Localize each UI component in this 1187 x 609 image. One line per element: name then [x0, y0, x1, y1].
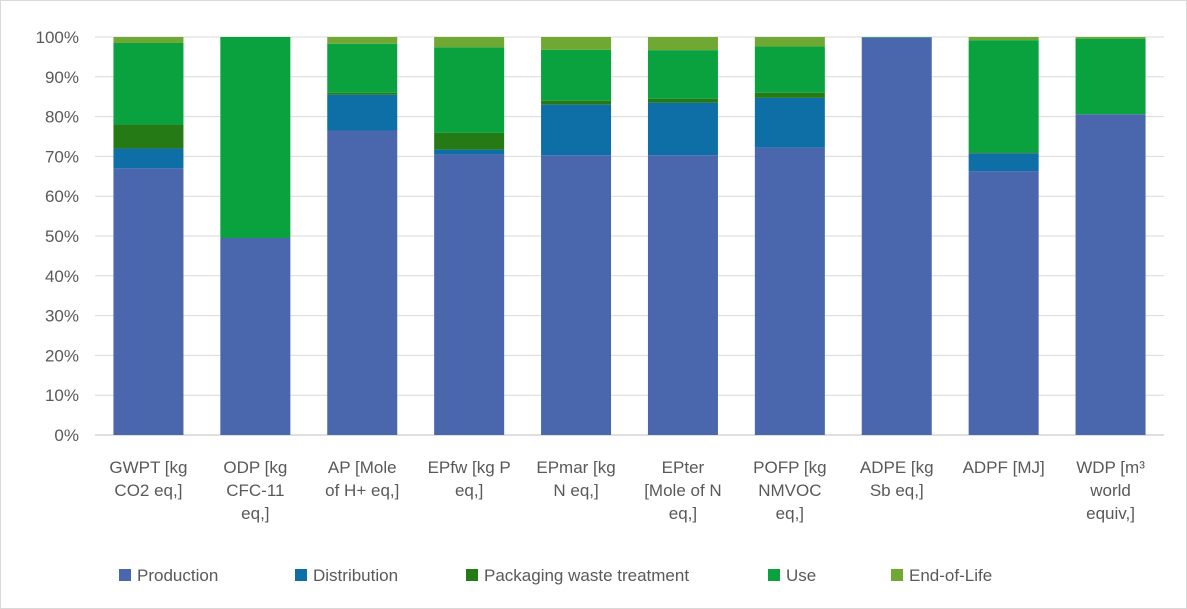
bar-segment-distribution [647, 102, 718, 156]
bar-segment-packaging-waste-treatment [541, 100, 612, 105]
x-category-label: GWPT [kg CO2 eq,] [109, 458, 187, 500]
y-axis-ticks: 0% 10% 20% 30% 40% 50% 60% 70% 80% 90% 100% [36, 28, 79, 445]
x-category-label: ADPF [MJ] [963, 458, 1045, 477]
bar-segment-use [968, 40, 1039, 153]
legend-label: Packaging waste treatment [484, 566, 689, 585]
y-tick-label: 80% [45, 108, 79, 127]
bar-segment-packaging-waste-treatment [113, 124, 184, 149]
legend-label: Production [137, 566, 218, 585]
bar-segment-packaging-waste-treatment [647, 98, 718, 103]
bar-segment-distribution [541, 104, 612, 156]
y-tick-label: 20% [45, 346, 79, 365]
y-tick-label: 100% [36, 28, 79, 47]
bar-segment-distribution [434, 149, 505, 155]
bar-segment-end-of-life [968, 37, 1039, 41]
x-category-label: POFP [kg NMVOC eq,] [753, 458, 826, 523]
bar-segment-production [861, 37, 932, 436]
legend: Production Distribution Packaging waste tr… [119, 566, 992, 585]
bar-segment-distribution [968, 153, 1039, 172]
x-category-label: WDP [m³ world equiv,] [1076, 458, 1145, 523]
bar-segment-packaging-waste-treatment [434, 132, 505, 150]
bar-segment-end-of-life [434, 37, 505, 48]
bar-segment-production [220, 237, 291, 435]
bar-segment-use [647, 50, 718, 99]
x-category-label: EPmar [kg N eq,] [536, 458, 615, 500]
bar-segment-production [113, 168, 184, 435]
legend-label: Use [786, 566, 816, 585]
bar-segment-production [434, 154, 505, 435]
bar-segment-use [327, 43, 398, 93]
legend-swatch [891, 569, 903, 581]
bar-segment-use [434, 47, 505, 133]
y-tick-label: 50% [45, 227, 79, 246]
y-tick-label: 40% [45, 267, 79, 286]
bar-segment-use [220, 37, 291, 238]
bar-stacks [113, 37, 1146, 436]
bar-segment-packaging-waste-treatment [968, 152, 1039, 154]
y-tick-label: 90% [45, 68, 79, 87]
bar-segment-end-of-life [113, 37, 184, 43]
legend-label: End-of-Life [909, 566, 992, 585]
y-tick-label: 10% [45, 386, 79, 405]
bar-segment-end-of-life [647, 37, 718, 51]
y-tick-label: 60% [45, 187, 79, 206]
bar-segment-production [327, 130, 398, 435]
y-tick-label: 0% [54, 426, 79, 445]
bar-segment-distribution [327, 94, 398, 131]
bar-segment-end-of-life [327, 37, 398, 44]
bar-segment-use [113, 42, 184, 125]
bar-segment-production [647, 155, 718, 435]
x-category-label: ODP [kg CFC-11 eq,] [223, 458, 287, 523]
bar-segment-end-of-life [541, 37, 612, 50]
bar-segment-use [754, 46, 825, 93]
legend-swatch [119, 569, 131, 581]
bar-segment-end-of-life [754, 37, 825, 47]
y-tick-label: 30% [45, 307, 79, 326]
bar-segment-packaging-waste-treatment [327, 92, 398, 95]
bar-segment-production [1075, 114, 1146, 435]
bar-segment-distribution [113, 148, 184, 169]
bar-segment-production [968, 171, 1039, 435]
bar-segment-production [754, 147, 825, 436]
bar-segment-production [541, 155, 612, 435]
y-tick-label: 70% [45, 147, 79, 166]
bar-segment-use [1075, 38, 1146, 115]
x-axis-labels: GWPT [kg CO2 eq,] ODP [kg CFC-11 eq,] AP [Mol… [109, 458, 1145, 523]
bar-segment-end-of-life [1075, 37, 1146, 39]
legend-label: Distribution [313, 566, 398, 585]
bar-segment-packaging-waste-treatment [754, 92, 825, 98]
legend-swatch [466, 569, 478, 581]
x-category-label: ADPE [kg Sb eq,] [860, 458, 934, 500]
legend-swatch [295, 569, 307, 581]
legend-swatch [768, 569, 780, 581]
x-category-label: AP [Mole of H+ eq,] [325, 458, 399, 500]
bar-segment-use [541, 49, 612, 101]
bar-segment-distribution [754, 97, 825, 148]
